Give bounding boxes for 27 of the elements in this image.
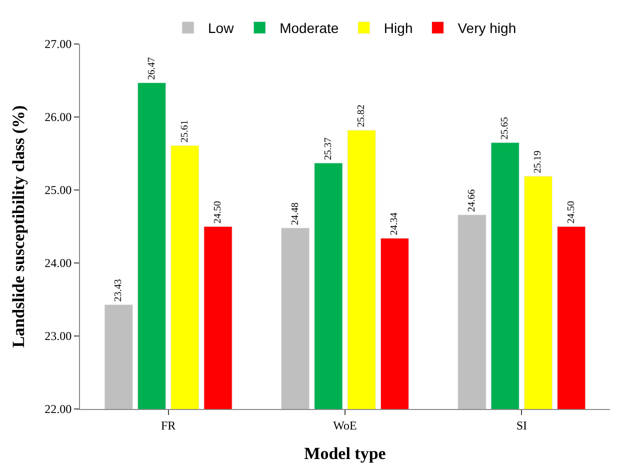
y-tick-label: 24.00 xyxy=(44,256,72,270)
data-label: 25.65 xyxy=(500,117,511,140)
x-tick-label: SI xyxy=(516,418,528,432)
y-tick-label: 26.00 xyxy=(44,110,72,124)
y-tick-label: 27.00 xyxy=(44,37,72,52)
data-label: 24.34 xyxy=(389,212,400,236)
y-tick-label: 22.00 xyxy=(44,402,72,416)
data-label: 24.50 xyxy=(566,201,577,224)
x-tick-label: WoE xyxy=(333,418,357,432)
data-label: 25.37 xyxy=(322,137,334,160)
data-label: 26.47 xyxy=(146,57,158,80)
data-label: 24.66 xyxy=(466,189,478,212)
data-label: 24.50 xyxy=(212,201,224,224)
data-label: 25.61 xyxy=(179,120,190,142)
legend-label: Very high xyxy=(458,20,516,36)
y-axis-title: Landslide susceptibility class (%) xyxy=(9,105,28,348)
data-label: 24.48 xyxy=(290,202,301,225)
data-label: 25.19 xyxy=(532,150,544,174)
legend-label: High xyxy=(384,20,413,36)
x-axis-title: Model type xyxy=(304,444,386,463)
y-tick-label: 23.00 xyxy=(44,329,72,344)
x-tick-label: FR xyxy=(160,418,176,432)
y-tick-label: 25.00 xyxy=(44,183,72,198)
data-label: 25.82 xyxy=(356,104,368,128)
legend-label: Low xyxy=(208,20,235,36)
data-label: 23.43 xyxy=(113,279,124,302)
legend-label: Moderate xyxy=(280,20,339,36)
